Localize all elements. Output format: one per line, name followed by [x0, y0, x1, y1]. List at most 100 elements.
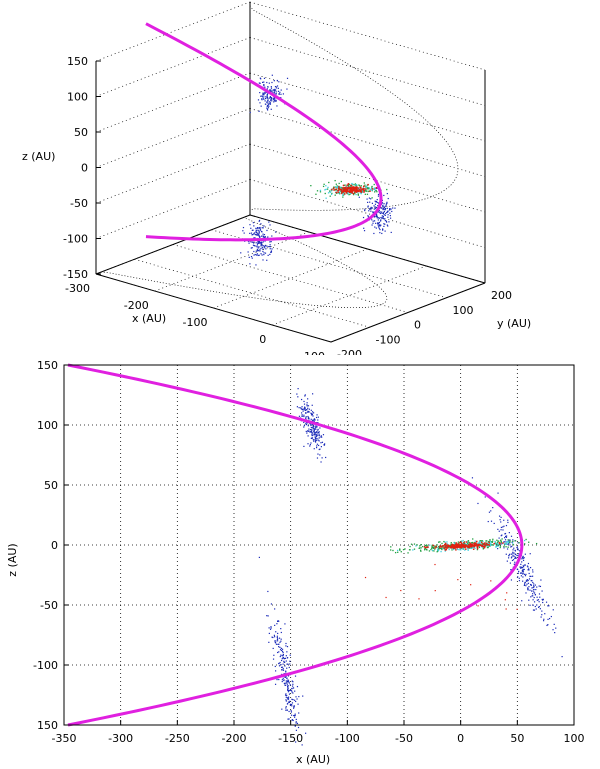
disk-green-point	[481, 543, 483, 545]
cloud-lower-point	[287, 679, 289, 681]
cloud-lower-point	[293, 714, 296, 717]
cloud-point	[387, 210, 389, 213]
cloud-point	[248, 242, 250, 244]
cloud-point	[337, 186, 339, 188]
cloud-point	[377, 205, 379, 207]
stray-point	[385, 596, 387, 599]
cloud-upper-point	[320, 442, 322, 444]
cloud-point	[356, 185, 358, 187]
cloud-point	[264, 236, 266, 239]
cloud-point	[329, 195, 331, 197]
cloud-point	[257, 99, 260, 101]
cloud-point	[349, 187, 352, 190]
disk-green-point	[451, 549, 453, 551]
cloud-upper-point	[315, 428, 317, 430]
cloud-point	[348, 183, 351, 186]
cloud-upper-point	[318, 448, 320, 451]
disk-green-point	[450, 542, 452, 544]
cloud-lower-point	[281, 658, 283, 660]
cloud-point	[387, 214, 389, 216]
cloud-point	[270, 98, 273, 100]
cloud-lower-point	[274, 608, 276, 610]
cloud-right-point	[526, 583, 528, 585]
cloud-point	[382, 228, 384, 230]
cloud-point	[266, 229, 268, 232]
cloud-right-point	[535, 588, 537, 591]
cloud-point	[263, 233, 266, 236]
cloud-point	[368, 210, 370, 212]
cloud-point	[261, 99, 263, 101]
cloud-point	[344, 188, 347, 191]
tick-labels-2d: -350 -300 -250 -200 -150 -100 -50 0 50 1001501005…	[33, 359, 584, 745]
cloud-point	[325, 185, 327, 187]
cloud-upper-point	[314, 441, 317, 443]
cloud-right-point	[531, 587, 533, 589]
cloud-point	[270, 90, 272, 93]
cloud-lower-point	[291, 687, 293, 690]
cloud-right-point	[503, 519, 505, 521]
cloud-right-point	[532, 586, 534, 589]
cloud-upper-point	[298, 407, 300, 409]
cloud-point	[377, 202, 380, 204]
disk-green-point	[535, 542, 538, 545]
cloud-point	[269, 248, 271, 250]
cloud-point	[340, 191, 343, 194]
cloud-upper-point	[311, 434, 313, 436]
cloud-point	[369, 189, 372, 191]
cloud-upper-point	[323, 444, 325, 446]
cloud-right-point	[523, 564, 526, 566]
cloud-point	[272, 98, 274, 100]
cloud-point	[265, 248, 267, 250]
stray-point	[434, 563, 436, 566]
cloud-right-point	[547, 618, 549, 620]
cloud-lower-point	[292, 699, 294, 701]
cloud-point	[267, 236, 269, 238]
disk-cyan-point	[466, 541, 469, 543]
cloud-point	[262, 96, 264, 98]
cloud-point	[349, 188, 352, 191]
cloud-lower-point	[288, 701, 290, 704]
cloud-point	[344, 184, 346, 186]
cloud-point	[252, 233, 254, 236]
disk-cyan-point	[446, 543, 449, 545]
cloud-right-point	[505, 535, 507, 538]
cloud-point	[265, 91, 267, 94]
cloud-right-point	[521, 570, 524, 572]
cloud-point	[326, 188, 329, 190]
cloud-right-point	[513, 555, 515, 557]
cloud-point	[360, 192, 362, 195]
cloud-point	[371, 202, 374, 204]
cloud-point	[270, 89, 272, 91]
disk-red	[423, 540, 504, 551]
cloud-right-point	[535, 608, 537, 610]
disk-red-point	[465, 541, 468, 543]
cloud-point	[358, 188, 361, 191]
cloud-point	[253, 237, 255, 239]
x-tick-label: 100	[564, 732, 585, 745]
cloud-point	[351, 187, 353, 189]
disk-red-point	[455, 546, 457, 549]
cloud-point	[334, 179, 336, 182]
cloud-point	[331, 189, 333, 192]
disk-green-point	[433, 550, 435, 552]
cloud-point	[266, 245, 268, 247]
disk-cyan-point	[459, 547, 461, 550]
cloud-point	[378, 225, 380, 227]
disk-green-point	[400, 551, 402, 553]
cloud-lower-point	[289, 704, 291, 706]
cloud-upper-point	[316, 443, 318, 445]
cloud-point	[279, 91, 281, 93]
disk-red-point	[493, 542, 495, 545]
disk-cyan-point	[456, 548, 459, 551]
cloud-point	[271, 100, 273, 102]
cloud-lower-point	[287, 698, 290, 700]
disk-cyan-point	[452, 548, 455, 551]
cloud-right-point	[536, 596, 538, 598]
cloud-right-point	[502, 526, 504, 528]
cloud-right-point	[515, 557, 517, 559]
cloud-right-point	[514, 557, 516, 559]
cloud-right-point	[521, 558, 523, 560]
cloud-point	[352, 193, 355, 196]
disk-green-point	[428, 550, 431, 552]
floor-grid-y	[134, 258, 370, 328]
